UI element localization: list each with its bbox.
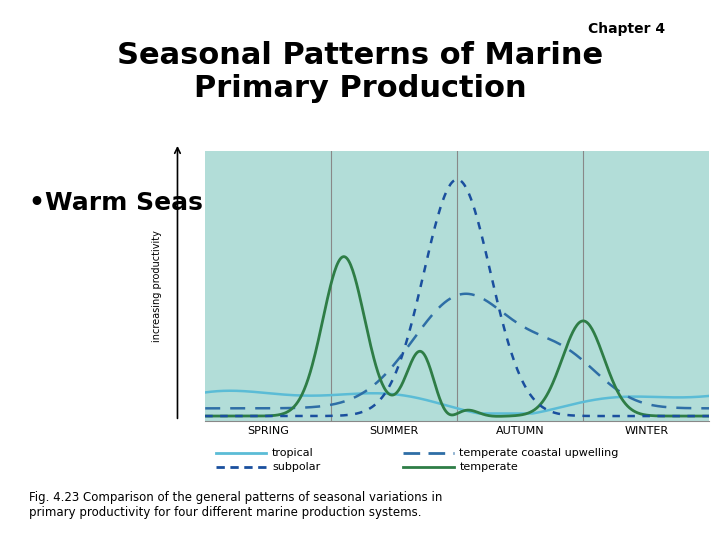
Text: •Warm Seas: •Warm Seas: [29, 191, 202, 214]
Text: Seasonal Patterns of Marine
Primary Production: Seasonal Patterns of Marine Primary Prod…: [117, 40, 603, 103]
Text: Chapter 4: Chapter 4: [588, 22, 665, 36]
Text: temperate coastal upwelling: temperate coastal upwelling: [459, 448, 618, 457]
Text: tropical: tropical: [272, 448, 314, 457]
Text: increasing productivity: increasing productivity: [153, 230, 162, 342]
Text: Fig. 4.23 Comparison of the general patterns of seasonal variations in
primary p: Fig. 4.23 Comparison of the general patt…: [29, 491, 442, 519]
Text: subpolar: subpolar: [272, 462, 320, 472]
Text: temperate: temperate: [459, 462, 518, 472]
